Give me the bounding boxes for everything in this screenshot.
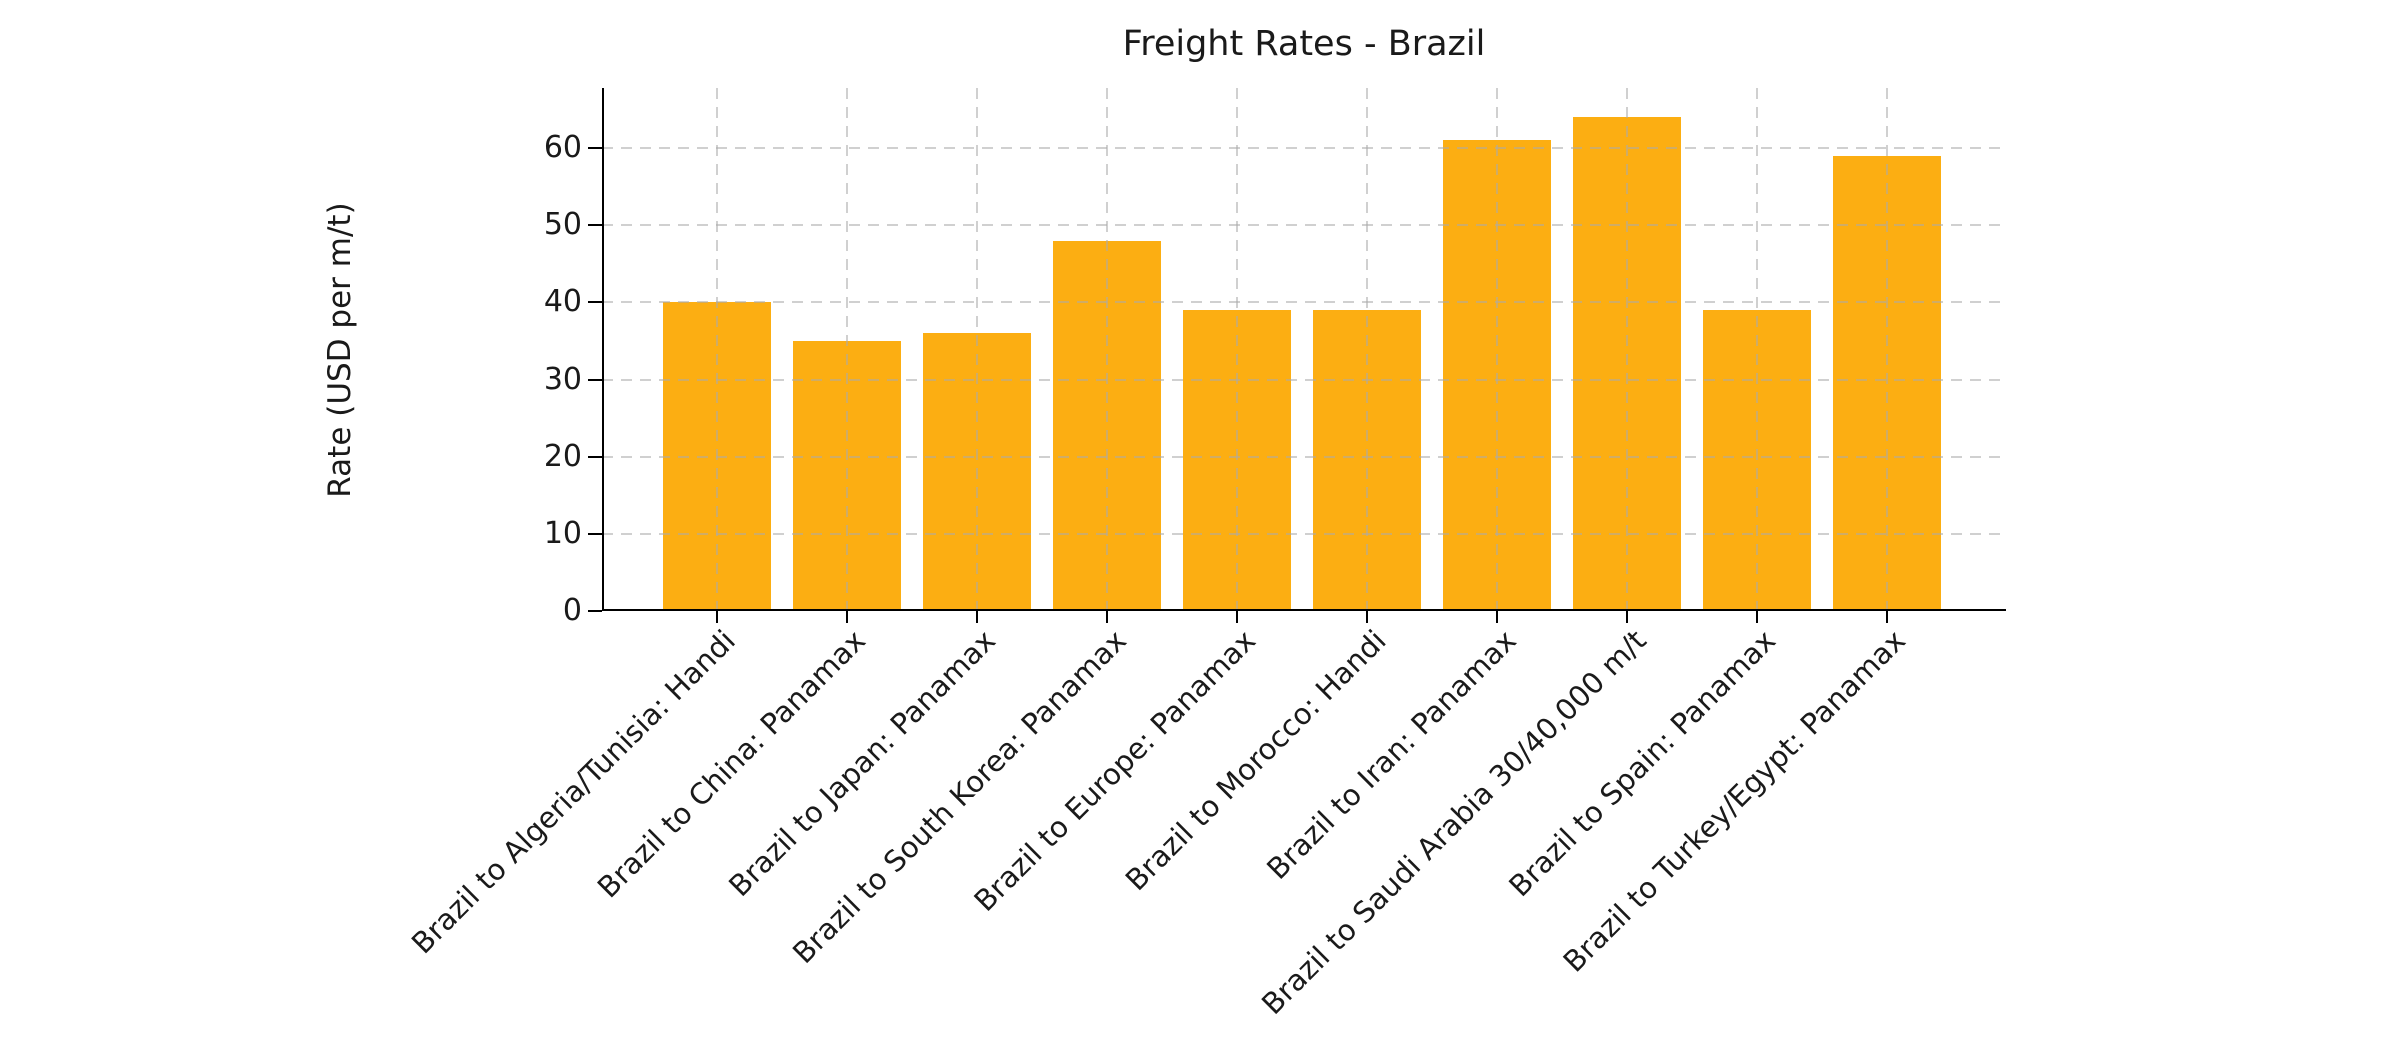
y-axis-label: Rate (USD per m/t)	[322, 202, 358, 498]
bar-9	[1703, 310, 1811, 611]
x-tick-mark-7	[1496, 611, 1498, 623]
bar-3	[923, 333, 1031, 611]
x-tick-mark-8	[1626, 611, 1628, 623]
chart-title: Freight Rates - Brazil	[1122, 24, 1486, 64]
bar-4	[1053, 240, 1161, 611]
y-tick-label-20: 20	[543, 438, 582, 474]
x-tick-mark-1	[716, 611, 718, 623]
y-tick-label-40: 40	[543, 284, 582, 320]
bar-8	[1573, 117, 1681, 611]
y-tick-mark-60	[588, 147, 602, 150]
x-tick-mark-10	[1886, 611, 1888, 623]
bars-layer	[602, 88, 2006, 611]
x-tick-mark-4	[1106, 611, 1108, 623]
bar-5	[1183, 310, 1291, 611]
y-tick-mark-40	[588, 301, 602, 304]
x-tick-label-9: Brazil to Spain: Panamax	[1502, 623, 1783, 904]
y-tick-label-10: 10	[543, 515, 582, 551]
bar-1	[663, 302, 771, 611]
x-tick-mark-3	[976, 611, 978, 623]
y-tick-label-30: 30	[543, 361, 582, 397]
bar-7	[1443, 140, 1551, 611]
x-tick-label-3: Brazil to Japan: Panamax	[722, 623, 1003, 904]
y-tick-label-50: 50	[543, 207, 582, 243]
y-tick-mark-30	[588, 378, 602, 381]
x-tick-label-2: Brazil to China: Panamax	[591, 623, 873, 905]
x-tick-label-7: Brazil to Iran: Panamax	[1259, 623, 1523, 886]
x-tick-label-6: Brazil to Morocco: Handi	[1118, 623, 1393, 898]
y-tick-mark-20	[588, 455, 602, 458]
y-tick-label-60: 60	[543, 130, 582, 166]
y-tick-mark-50	[588, 224, 602, 227]
y-tick-mark-0	[588, 610, 602, 612]
bar-6	[1313, 310, 1421, 611]
y-tick-mark-10	[588, 532, 602, 535]
x-tick-mark-9	[1756, 611, 1758, 623]
x-tick-label-5: Brazil to Europe: Panamax	[967, 623, 1263, 918]
bar-10	[1833, 155, 1941, 611]
y-tick-label-0: 0	[562, 593, 582, 628]
x-tick-mark-6	[1366, 611, 1368, 623]
bar-2	[793, 341, 901, 611]
plot-area	[602, 88, 2006, 611]
x-tick-mark-2	[846, 611, 848, 623]
x-tick-mark-5	[1236, 611, 1238, 623]
